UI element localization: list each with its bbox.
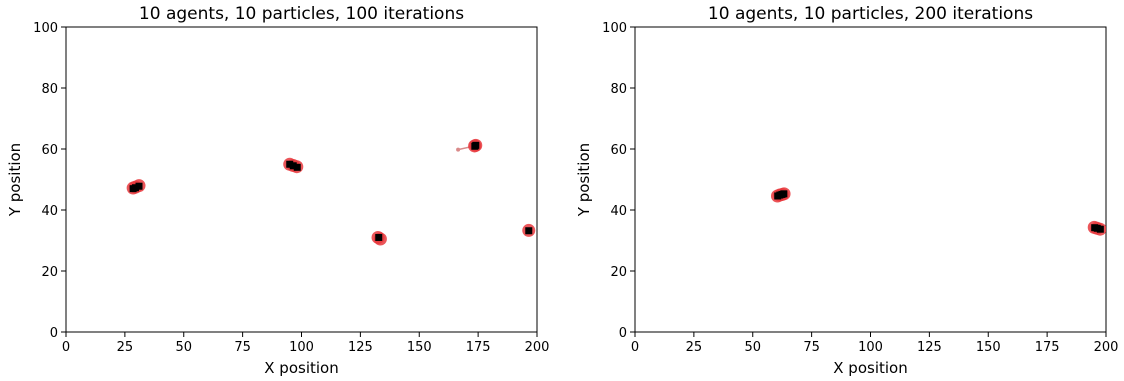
x-axis-label: X position	[264, 359, 338, 377]
agent-point	[375, 233, 383, 241]
x-tick-label: 0	[631, 340, 639, 355]
x-tick-label: 150	[976, 340, 1001, 355]
y-tick-label: 0	[619, 326, 627, 341]
x-tick-label: 50	[744, 340, 761, 355]
y-axis-label: Y position	[6, 143, 24, 217]
x-tick-label: 0	[62, 340, 70, 355]
x-tick-label: 125	[348, 340, 373, 355]
agent-point	[286, 160, 294, 168]
x-tick-label: 150	[407, 340, 432, 355]
agent-point	[293, 163, 301, 171]
chart-title: 10 agents, 10 particles, 100 iterations	[139, 4, 464, 24]
trail-start-point	[456, 147, 461, 152]
plot-frame	[634, 26, 1107, 333]
agent-point	[471, 142, 479, 150]
x-tick-label: 200	[525, 340, 550, 355]
y-tick-label: 20	[41, 265, 58, 280]
agent-point	[525, 227, 533, 235]
y-tick-label: 80	[41, 82, 58, 97]
plot-marks	[126, 138, 536, 246]
agent-point	[1093, 224, 1101, 232]
x-tick-label: 75	[234, 340, 251, 355]
x-tick-label: 125	[917, 340, 942, 355]
y-tick-label: 0	[50, 326, 58, 341]
x-tick-label: 50	[175, 340, 192, 355]
y-tick-label: 40	[41, 204, 58, 219]
y-tick-label: 60	[41, 143, 58, 158]
x-tick-label: 200	[1094, 340, 1119, 355]
y-tick-label: 100	[33, 21, 58, 36]
agent-point	[289, 162, 297, 170]
agent-point	[776, 191, 784, 199]
y-tick-label: 100	[602, 21, 627, 36]
x-tick-label: 175	[1035, 340, 1060, 355]
agent-point	[131, 184, 139, 192]
y-tick-label: 60	[610, 143, 627, 158]
x-tick-label: 25	[686, 340, 703, 355]
x-tick-label: 25	[117, 340, 134, 355]
plot-frame	[65, 26, 538, 333]
y-tick-label: 80	[610, 82, 627, 97]
y-tick-label: 20	[610, 265, 627, 280]
x-tick-label: 175	[466, 340, 491, 355]
x-axis-label: X position	[833, 359, 907, 377]
agent-point	[780, 190, 788, 198]
x-tick-label: 100	[858, 340, 883, 355]
y-tick-label: 40	[610, 204, 627, 219]
subplot-100-iterations: 10 agents, 10 particles, 100 iterations 0…	[6, 4, 549, 377]
plot-marks	[770, 187, 1106, 236]
x-tick-label: 75	[803, 340, 820, 355]
subplot-200-iterations: 10 agents, 10 particles, 200 iterations 0…	[575, 4, 1118, 377]
chart-title: 10 agents, 10 particles, 200 iterations	[708, 4, 1033, 24]
agent-point	[135, 182, 143, 190]
x-tick-label: 100	[289, 340, 314, 355]
y-axis-label: Y position	[575, 143, 593, 217]
